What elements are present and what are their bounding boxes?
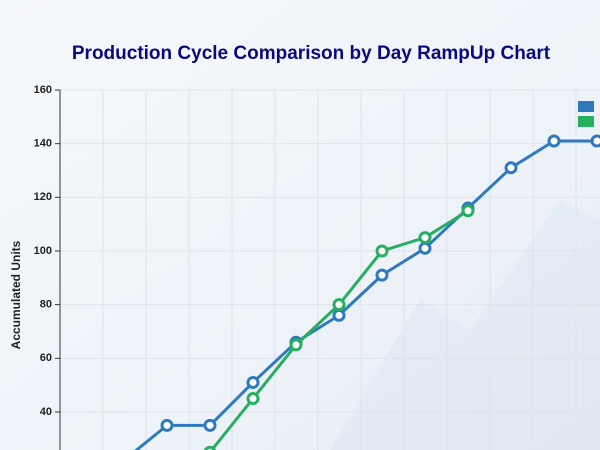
point (246, 392, 260, 406)
point (160, 418, 174, 432)
y-tick-label: 80 (40, 299, 52, 311)
point (332, 308, 346, 322)
point (375, 268, 389, 282)
marks (134, 101, 600, 450)
y-tick-label: 140 (34, 138, 52, 150)
y-tick-label: 100 (34, 245, 52, 257)
point (203, 418, 217, 432)
point (590, 134, 600, 148)
point (203, 445, 217, 450)
series-line (134, 139, 597, 450)
y-tick-label: 60 (40, 352, 52, 364)
y-tick-label: 160 (34, 84, 52, 96)
y-axis-label: Accumulated Units (9, 240, 23, 349)
legend-swatch (578, 116, 594, 127)
grid: 40 60 80 100 120 140 160 (34, 84, 600, 450)
point (375, 244, 389, 258)
point (418, 241, 432, 255)
point (547, 134, 561, 148)
point (289, 338, 303, 352)
legend-swatch (578, 101, 594, 112)
point (246, 375, 260, 389)
point (418, 231, 432, 245)
y-tick-label: 40 (40, 406, 52, 418)
chart-title: Production Cycle Comparison by Day RampU… (72, 43, 551, 64)
point (332, 298, 346, 312)
point (461, 204, 475, 218)
point (504, 161, 518, 175)
y-tick-label: 120 (34, 191, 52, 203)
